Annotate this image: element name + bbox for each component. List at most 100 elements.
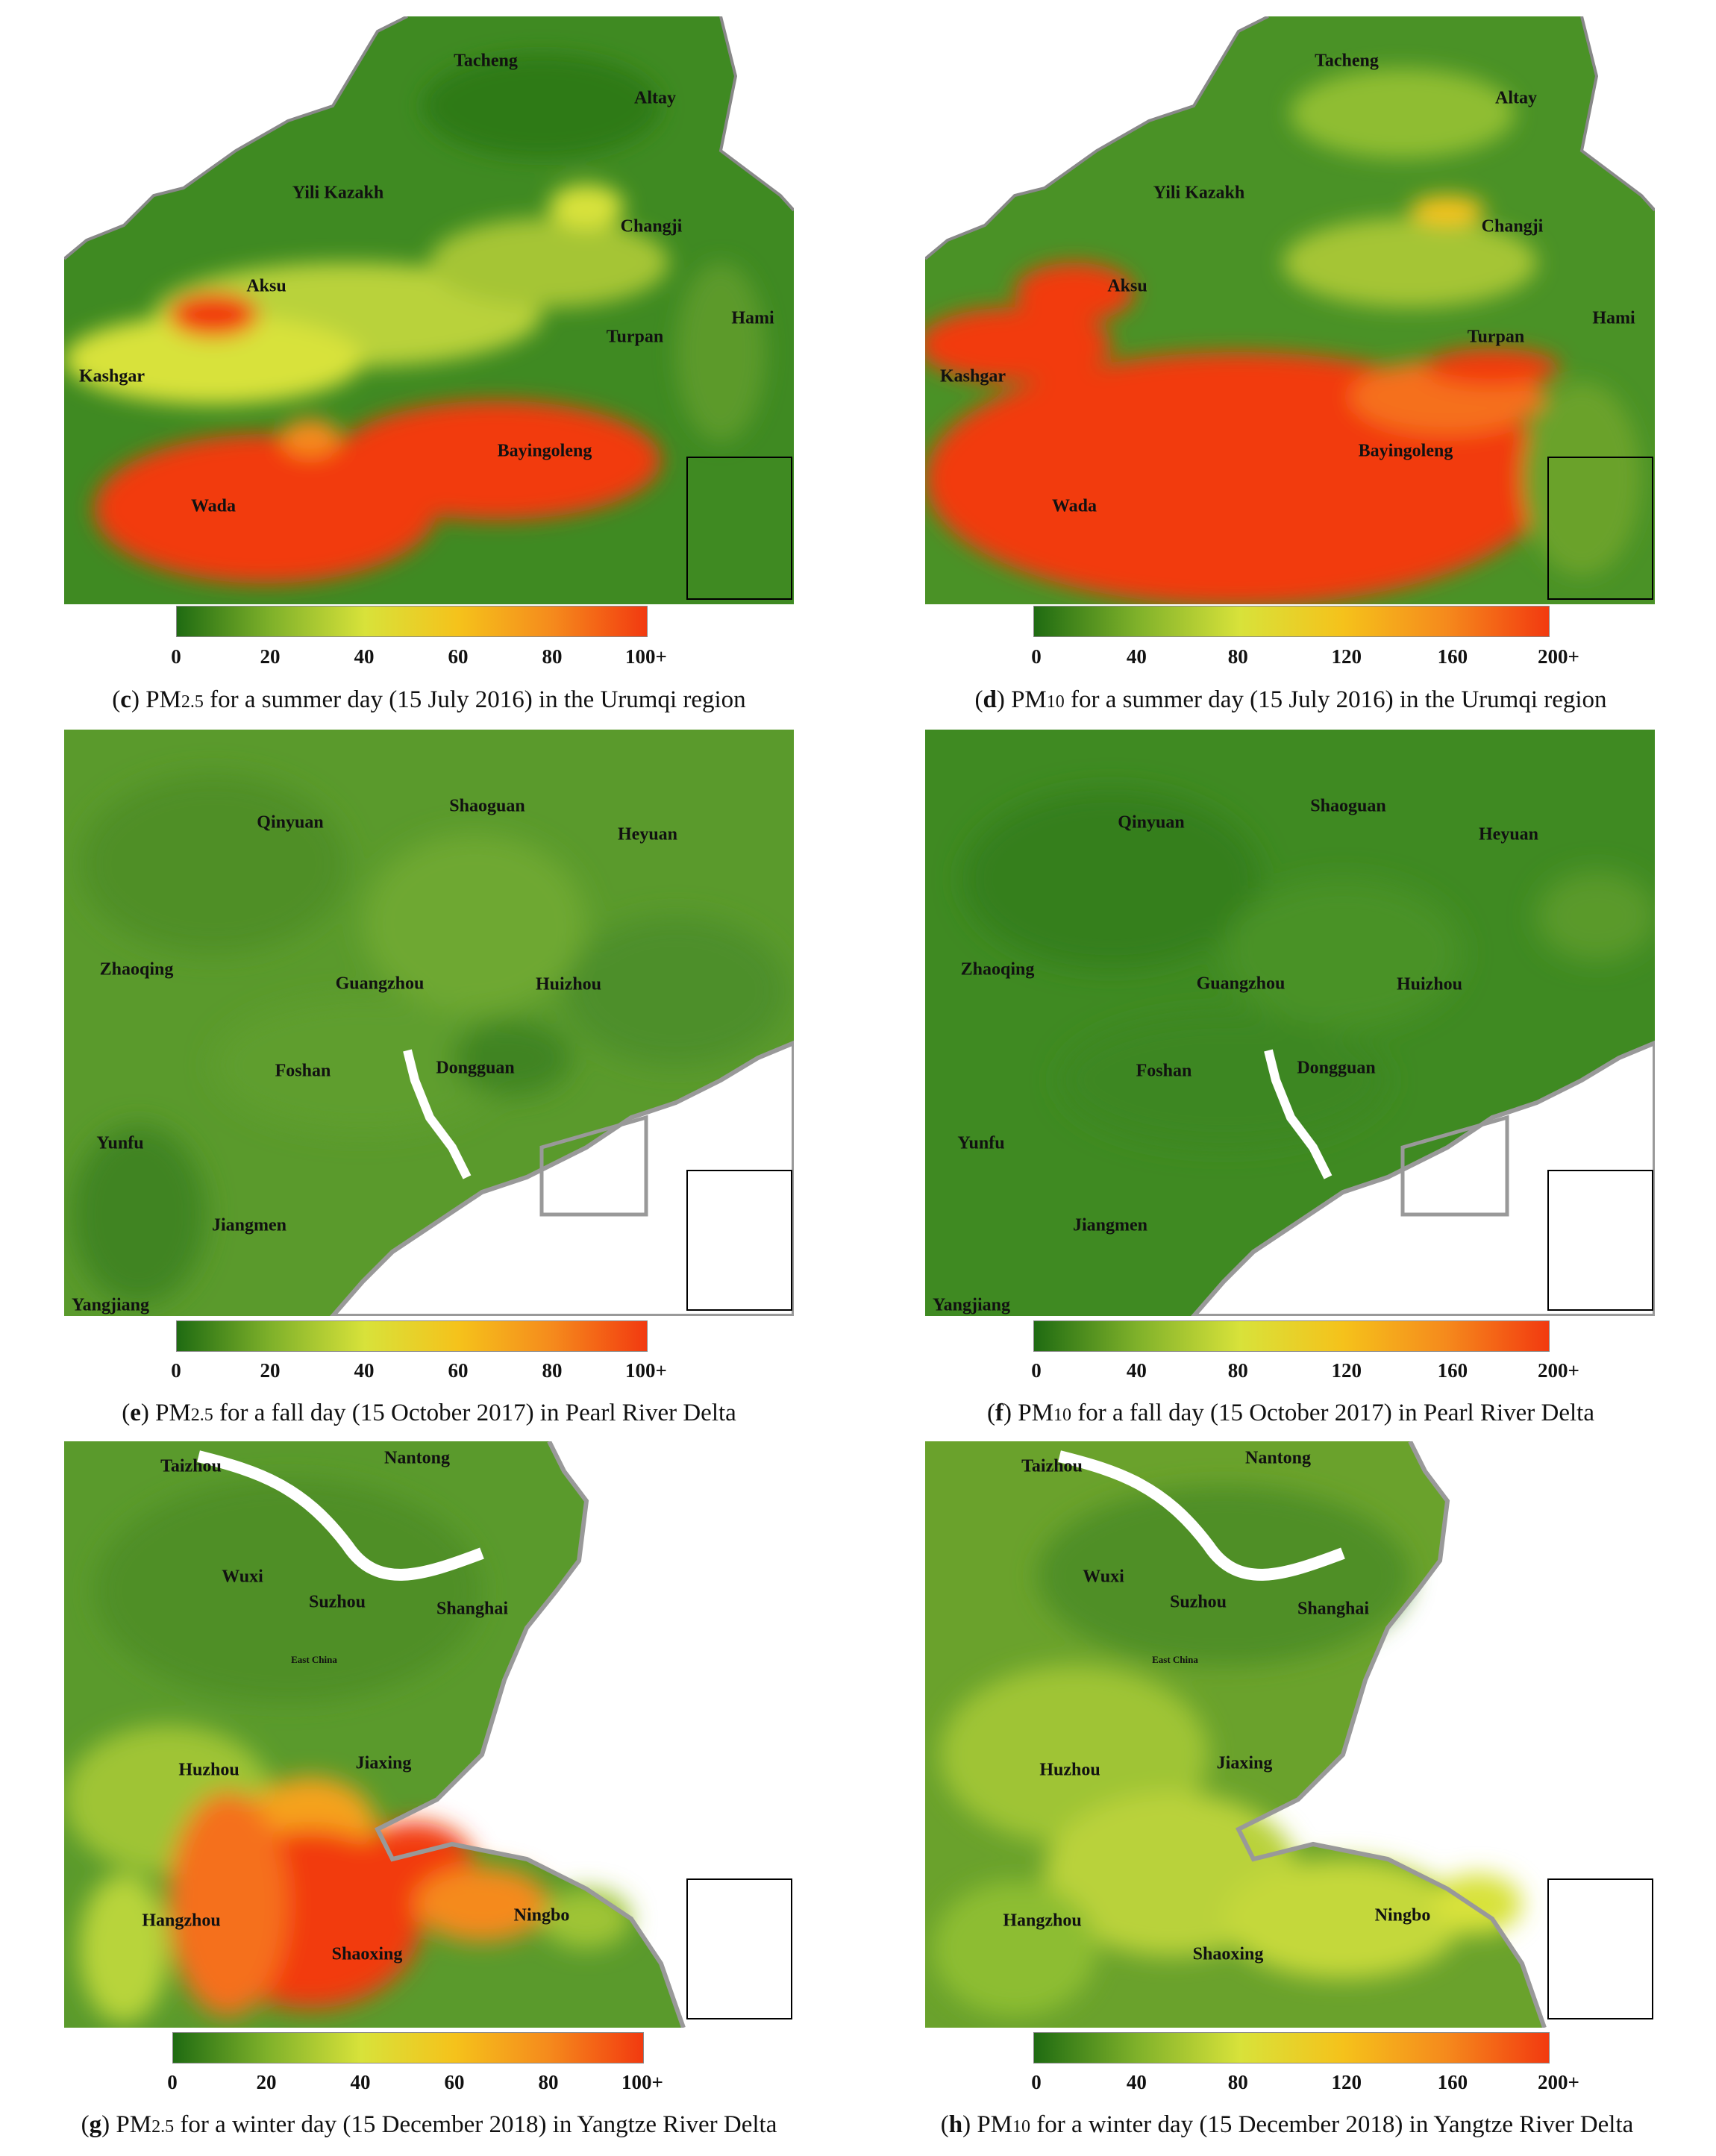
place-label: Yili Kazakh: [1153, 183, 1245, 203]
colorbar-pm10: [1033, 606, 1550, 637]
place-label: Aksu: [246, 276, 286, 296]
place-label: Qinyuan: [1118, 812, 1185, 833]
colorbar-tick: 40: [1126, 1359, 1147, 1382]
place-label: East China: [291, 1654, 337, 1665]
colorbar-tick: 160: [1437, 645, 1468, 668]
colorbar-tick: 40: [1126, 645, 1147, 668]
inset-locator-map: [686, 1170, 792, 1311]
inset-locator-map: [1547, 1170, 1653, 1311]
place-label: Qinyuan: [257, 812, 324, 833]
place-label: Nantong: [383, 1448, 451, 1468]
place-label: Shaoxing: [1192, 1944, 1264, 1964]
place-label: Jiangmen: [1072, 1215, 1148, 1235]
colorbar-tick: 80: [1227, 2071, 1248, 2093]
place-label: Yunfu: [96, 1133, 144, 1153]
map-prd-pm10: Shaoguan Qinyuan Heyuan Zhaoqing Guangzh…: [925, 730, 1655, 1316]
place-label: Tacheng: [1315, 51, 1379, 71]
colorbar-tick: 100+: [625, 1359, 667, 1382]
colorbar-pm25: [176, 606, 648, 637]
pollution-raster: [925, 730, 1655, 1316]
figure-caption: (e) PM2.5 for a fall day (15 October 201…: [122, 1400, 736, 1426]
place-label: Yangjiang: [71, 1295, 150, 1315]
colorbar-tick: 0: [167, 2071, 178, 2093]
place-label: Bayingoleng: [497, 441, 592, 461]
place-label: Yili Kazakh: [292, 183, 384, 203]
map-urumqi-pm25: Tacheng Altay Yili Kazakh Changji Aksu H…: [64, 16, 794, 604]
place-label: Turpan: [1467, 327, 1525, 347]
place-label: Altay: [634, 88, 676, 108]
place-label: Aksu: [1107, 276, 1147, 296]
place-label: Huizhou: [535, 974, 602, 994]
colorbar-tick: 200+: [1538, 1359, 1579, 1382]
map-yrd-pm10: Taizhou Nantong Wuxi Suzhou Shanghai Eas…: [925, 1441, 1655, 2028]
colorbar-tick: 100+: [625, 645, 667, 668]
figure-caption: (f) PM10 for a fall day (15 October 2017…: [987, 1400, 1594, 1426]
place-label: Shaoxing: [331, 1944, 403, 1964]
colorbar-tick: 120: [1331, 645, 1362, 668]
place-label: Shaoguan: [449, 796, 525, 816]
colorbar-tick: 60: [448, 645, 469, 668]
pollution-raster: [925, 16, 1655, 604]
map-yrd-pm25: Taizhou Nantong Wuxi Suzhou Shanghai Eas…: [64, 1441, 794, 2028]
place-label: Suzhou: [308, 1592, 366, 1612]
place-label: Zhaoqing: [960, 959, 1035, 980]
place-label: Ningbo: [513, 1905, 570, 1925]
place-label: Ningbo: [1374, 1905, 1431, 1925]
colorbar-tick: 120: [1331, 1359, 1362, 1382]
inset-locator-map: [1547, 457, 1653, 600]
place-label: Tacheng: [454, 51, 518, 71]
place-label: Shaoguan: [1310, 796, 1386, 816]
colorbar-tick: 80: [542, 645, 563, 668]
colorbar-tick: 40: [1126, 2071, 1147, 2093]
colorbar-ticks: 0 40 80 120 160 200+: [1031, 1359, 1579, 1386]
place-label: Jiangmen: [211, 1215, 287, 1235]
place-label: Kashgar: [78, 366, 145, 386]
place-label: Dongguan: [436, 1058, 515, 1078]
figure-caption: (c) PM2.5 for a summer day (15 July 2016…: [112, 686, 746, 713]
place-label: Foshan: [1136, 1061, 1192, 1081]
colorbar-pm10: [1033, 2032, 1550, 2063]
colorbar-tick: 0: [171, 645, 181, 668]
place-label: Bayingoleng: [1358, 441, 1453, 461]
place-label: Guangzhou: [335, 974, 425, 994]
colorbar-tick: 60: [448, 1359, 469, 1382]
colorbar-tick: 0: [171, 1359, 181, 1382]
place-label: Changji: [1481, 216, 1544, 236]
colorbar-ticks: 0 20 40 60 80 100+: [171, 645, 667, 672]
inset-locator-map: [686, 1878, 792, 2019]
colorbar-tick: 160: [1437, 2071, 1468, 2093]
colorbar-ticks: 0 20 40 60 80 100+: [171, 1359, 667, 1386]
pollution-raster: [925, 1441, 1655, 2028]
map-prd-pm25: Shaoguan Qinyuan Heyuan Zhaoqing Guangzh…: [64, 730, 794, 1316]
colorbar-tick: 20: [256, 2071, 277, 2093]
colorbar-tick: 80: [1227, 1359, 1248, 1382]
place-label: Nantong: [1244, 1448, 1312, 1468]
place-label: Huzhou: [1039, 1760, 1100, 1780]
place-label: Wuxi: [1083, 1567, 1124, 1587]
inset-locator-map: [1547, 1878, 1653, 2019]
place-label: Turpan: [606, 327, 664, 347]
colorbar-pm10: [1033, 1320, 1550, 1352]
place-label: Shanghai: [436, 1599, 509, 1619]
colorbar-tick: 200+: [1538, 645, 1579, 668]
colorbar-tick: 0: [1031, 1359, 1042, 1382]
place-label: Altay: [1495, 88, 1537, 108]
place-label: Wada: [190, 496, 237, 516]
place-label: Zhaoqing: [99, 959, 174, 980]
place-label: Shanghai: [1297, 1599, 1370, 1619]
colorbar-tick: 20: [260, 645, 281, 668]
place-label: Taizhou: [160, 1456, 222, 1476]
pollution-raster: [64, 1441, 794, 2028]
map-urumqi-pm10: Tacheng Altay Yili Kazakh Changji Aksu H…: [925, 16, 1655, 604]
colorbar-pm25: [172, 2032, 644, 2063]
place-label: Hangzhou: [142, 1911, 221, 1931]
place-label: Wada: [1051, 496, 1097, 516]
place-label: Dongguan: [1297, 1058, 1376, 1078]
place-label: Changji: [620, 216, 683, 236]
place-label: Wuxi: [222, 1567, 263, 1587]
colorbar-ticks: 0 20 40 60 80 100+: [167, 2071, 663, 2098]
colorbar-tick: 60: [444, 2071, 465, 2093]
colorbar-tick: 0: [1031, 2071, 1042, 2093]
colorbar-tick: 160: [1437, 1359, 1468, 1382]
place-label: Yunfu: [957, 1133, 1005, 1153]
